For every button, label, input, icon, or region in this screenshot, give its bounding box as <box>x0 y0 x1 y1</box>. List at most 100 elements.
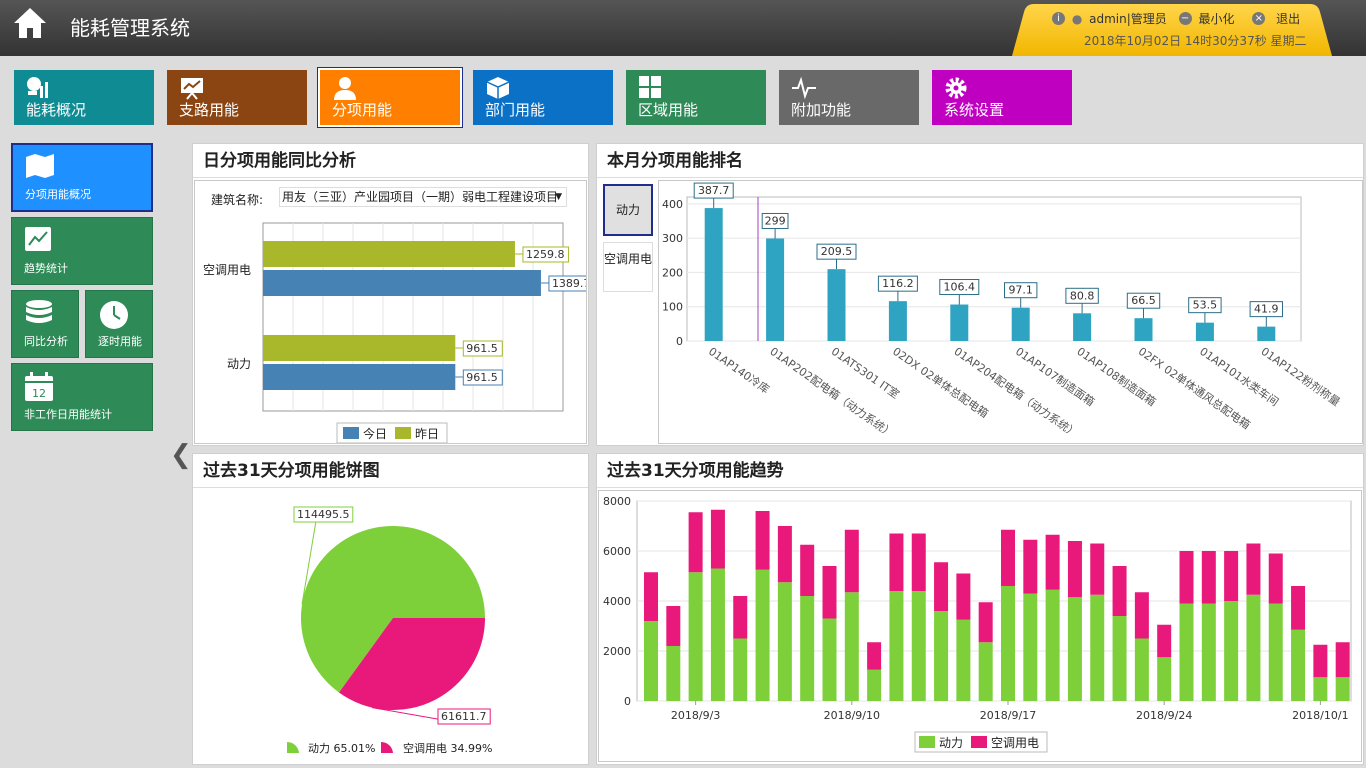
tab-power[interactable]: 动力 <box>603 184 653 236</box>
tab-aircon[interactable]: 空调用电 <box>603 242 653 292</box>
bar <box>263 364 456 390</box>
legend-swatch <box>971 736 987 748</box>
info-icon[interactable]: i <box>1052 12 1065 25</box>
daily-compare-panel: 日分项用能同比分析 建筑名称: 用友（三亚）产业园项目（一期）弱电工程建设项目 … <box>192 143 589 446</box>
building-select[interactable]: 用友（三亚）产业园项目（一期）弱电工程建设项目 ▼ <box>279 187 567 207</box>
user-icon: ● <box>1071 11 1083 26</box>
side-item-hourly[interactable]: 逐时用能 <box>85 290 153 358</box>
nav-branch-energy[interactable]: 支路用能 <box>167 70 307 125</box>
bar <box>263 270 541 296</box>
panel-title: 过去31天分项用能饼图 <box>193 454 588 488</box>
bar-segment <box>1023 539 1038 594</box>
bar-segment <box>822 618 837 701</box>
label-box <box>437 708 491 725</box>
datetime: 2018年10月02日 14时30分37秒 星期二 <box>1084 34 1307 48</box>
data-label: 1389.7 <box>552 277 586 290</box>
map-icon <box>26 154 54 178</box>
user-label[interactable]: admin|管理员 <box>1089 12 1167 26</box>
presentation-icon <box>181 78 203 100</box>
bar-segment <box>1224 551 1239 601</box>
bar-segment <box>1201 551 1216 604</box>
collapse-chevron-icon[interactable]: ❮ <box>170 440 192 470</box>
minimize-icon[interactable]: − <box>1178 12 1192 25</box>
side-item-trend[interactable]: 趋势统计 <box>11 217 153 285</box>
bar-segment <box>911 591 926 701</box>
bar-segment <box>1112 616 1127 701</box>
nav-extra-functions[interactable]: 附加功能 <box>779 70 919 125</box>
data-label: 299 <box>765 214 786 227</box>
bar-segment <box>1313 677 1328 701</box>
legend-swatch <box>287 741 299 753</box>
ranking-chart-area: 0 100 200 300 400 387.7 01AP140冷库 299 01AP202配电箱… <box>658 180 1363 444</box>
user-icon <box>334 77 356 100</box>
logout-button[interactable]: 退出 <box>1276 12 1301 26</box>
bar-segment <box>710 509 725 569</box>
close-icon[interactable]: × <box>1252 12 1266 25</box>
label-box <box>1065 287 1099 304</box>
data-label: 209.5 <box>821 245 853 258</box>
bar-segment <box>911 533 926 591</box>
bar-segment <box>844 529 859 593</box>
legend-label: 空调用电 34.99% <box>403 741 492 755</box>
nav-system-settings[interactable]: 系统设置 <box>932 70 1072 125</box>
bar <box>1011 307 1030 341</box>
data-label: 1259.8 <box>526 248 565 261</box>
bar-segment <box>1335 642 1350 678</box>
bar-segment <box>1291 586 1306 630</box>
box-icon <box>486 77 510 99</box>
bar-segment <box>1224 601 1239 701</box>
bar-segment <box>978 602 993 643</box>
x-tick-label: 01AP140冷库 <box>706 345 772 396</box>
label-box <box>1249 301 1283 318</box>
bar-segment <box>688 512 703 573</box>
bar-segment <box>822 566 837 619</box>
bar-segment <box>1335 677 1350 701</box>
bar-segment <box>1157 624 1172 658</box>
legend-label: 空调用电 <box>991 736 1039 750</box>
grid-icon <box>639 76 661 98</box>
bar-segment <box>644 572 658 621</box>
nav-area-energy[interactable]: 区域用能 <box>626 70 766 125</box>
nav-label: 支路用能 <box>179 101 240 119</box>
panel-title: 过去31天分项用能趋势 <box>597 454 1363 488</box>
pie-slice <box>300 526 485 693</box>
side-item-nonworkday[interactable]: 12 非工作日用能统计 <box>11 363 153 431</box>
nav-label: 区域用能 <box>638 101 699 119</box>
data-label: 97.1 <box>1008 284 1032 297</box>
x-tick-label: 02DX 02单体总配电箱 <box>890 344 991 421</box>
database-icon <box>26 300 52 323</box>
label-box <box>462 340 503 357</box>
legend-label: 今日 <box>363 426 387 441</box>
building-value: 用友（三亚）产业园项目（一期）弱电工程建设项目 <box>282 190 559 204</box>
home-icon[interactable] <box>12 6 48 40</box>
bar <box>1073 313 1092 341</box>
side-item-overview[interactable]: 分项用能概况 <box>11 143 153 212</box>
bar-segment <box>733 596 748 639</box>
bar-segment <box>1179 603 1194 701</box>
label-box <box>693 182 734 199</box>
trend-icon <box>25 227 51 251</box>
legend-swatch <box>343 427 359 439</box>
bar-segment <box>1067 541 1082 598</box>
y-tick-label: 2000 <box>603 645 631 658</box>
nav-energy-overview[interactable]: 能耗概况 <box>14 70 154 125</box>
nav-item-energy[interactable]: 分项用能 <box>318 68 462 127</box>
y-tick-label: 400 <box>662 198 683 211</box>
y-tick-label: 4000 <box>603 595 631 608</box>
bar-segment <box>1045 589 1060 701</box>
gear-icon <box>945 77 967 99</box>
data-label: 61611.7 <box>441 710 487 723</box>
side-item-yoy[interactable]: 同比分析 <box>11 290 79 358</box>
calendar-icon: 12 <box>25 372 53 401</box>
calendar-badge: 12 <box>32 387 46 400</box>
minimize-button[interactable]: 最小化 <box>1198 12 1235 26</box>
label-box <box>1188 297 1222 314</box>
bar-segment <box>889 533 904 591</box>
y-tick-label: 6000 <box>603 545 631 558</box>
nav-department-energy[interactable]: 部门用能 <box>473 70 613 125</box>
bar-segment <box>1291 629 1306 701</box>
bar-segment <box>1045 534 1060 590</box>
bar-segment <box>755 569 770 701</box>
category-label: 空调用电 <box>203 263 251 277</box>
label-box <box>462 369 503 386</box>
